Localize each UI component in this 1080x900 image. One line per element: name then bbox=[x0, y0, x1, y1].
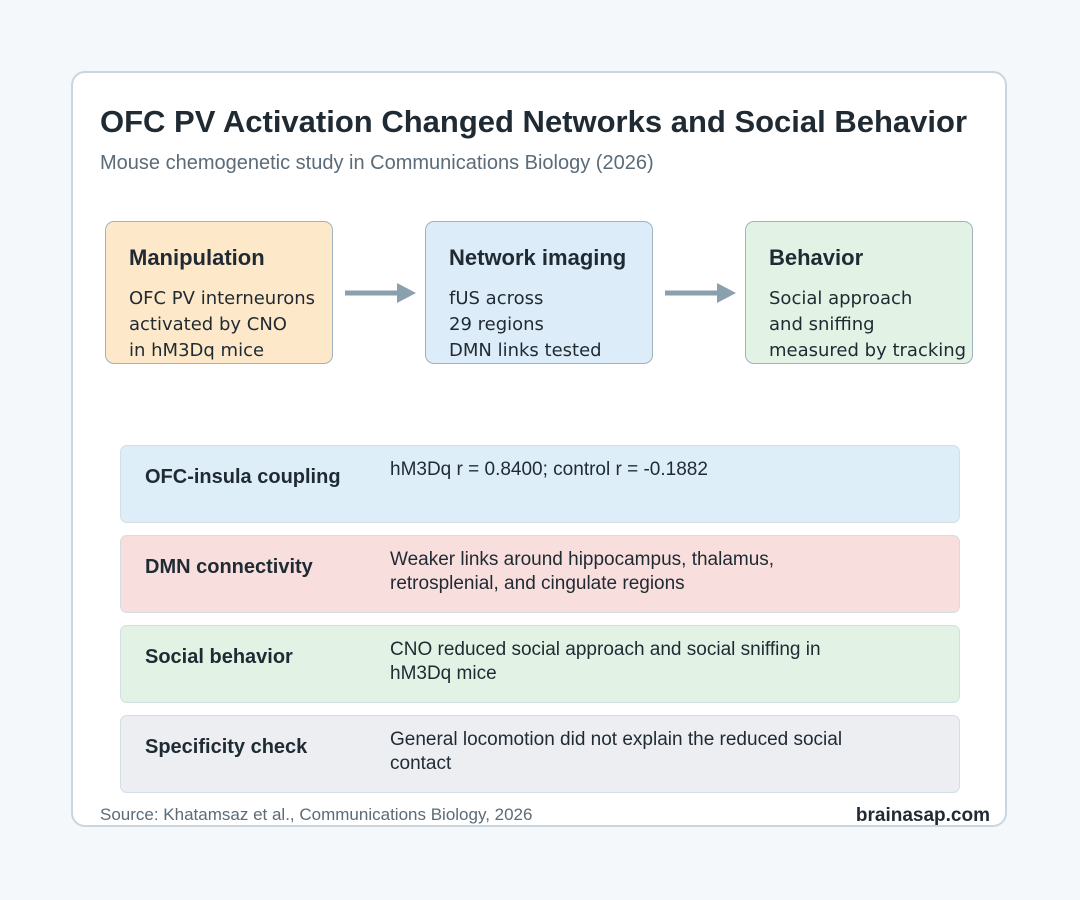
flow-box-body: OFC PV interneurons activated by CNO in … bbox=[129, 286, 315, 364]
finding-text-line: General locomotion did not explain the r… bbox=[390, 729, 843, 750]
flow-box-line: DMN links tested bbox=[449, 340, 602, 361]
flow-box-line: activated by CNO bbox=[129, 314, 287, 335]
source-citation: Source: Khatamsaz et al., Communications… bbox=[100, 805, 533, 824]
finding-text-line: Weaker links around hippocampus, thalamu… bbox=[390, 549, 775, 570]
flow-box-manipulation: Manipulation OFC PV interneurons activat… bbox=[105, 221, 333, 364]
finding-row-ofc-insula-coupling: OFC-insula coupling hM3Dq r = 0.8400; co… bbox=[120, 445, 960, 523]
finding-label: Social behavior bbox=[145, 646, 293, 668]
flow-box-line: measured by tracking bbox=[769, 340, 967, 361]
flow-arrow bbox=[345, 283, 416, 303]
finding-row-social-behavior: Social behavior CNO reduced social appro… bbox=[120, 625, 960, 703]
flow-box-title: Behavior bbox=[769, 245, 864, 270]
finding-text-line: retrosplenial, and cingulate regions bbox=[390, 573, 685, 594]
flow-box-line: Social approach bbox=[769, 288, 913, 309]
figure-title: OFC PV Activation Changed Networks and S… bbox=[100, 104, 968, 139]
flow-box-line: 29 regions bbox=[449, 314, 544, 335]
flow-box-line: fUS across bbox=[449, 288, 544, 309]
finding-text: CNO reduced social approach and social s… bbox=[390, 638, 910, 686]
flow-box-title: Manipulation bbox=[129, 245, 265, 270]
finding-text-line: hM3Dq mice bbox=[390, 663, 497, 684]
finding-label: DMN connectivity bbox=[145, 556, 313, 578]
flow-box-title: Network imaging bbox=[449, 245, 627, 270]
flow-box-body: Social approach and sniffing measured by… bbox=[769, 286, 966, 364]
flow-box-body: fUS across 29 regions DMN links tested bbox=[449, 286, 602, 364]
finding-text-line: contact bbox=[390, 753, 452, 774]
finding-label: Specificity check bbox=[145, 736, 308, 758]
figure-subtitle: Mouse chemogenetic study in Communicatio… bbox=[100, 152, 654, 174]
flow-box-network-imaging: Network imaging fUS across 29 regions DM… bbox=[425, 221, 653, 364]
flow-arrow bbox=[665, 283, 736, 303]
finding-text-line: hM3Dq r = 0.8400; control r = -0.1882 bbox=[390, 459, 708, 480]
brand-logo-text: brainasap.com bbox=[855, 805, 990, 826]
flow-box-line: in hM3Dq mice bbox=[129, 340, 265, 361]
flow-box-line: and sniffing bbox=[769, 314, 875, 335]
flow-box-behavior: Behavior Social approach and sniffing me… bbox=[745, 221, 973, 364]
flow-box-line: OFC PV interneurons bbox=[129, 288, 316, 309]
finding-row-dmn-connectivity: DMN connectivity Weaker links around hip… bbox=[120, 535, 960, 613]
finding-text: General locomotion did not explain the r… bbox=[390, 728, 910, 776]
finding-label: OFC-insula coupling bbox=[145, 466, 341, 488]
finding-text: Weaker links around hippocampus, thalamu… bbox=[390, 548, 910, 596]
finding-text: hM3Dq r = 0.8400; control r = -0.1882 bbox=[390, 458, 910, 482]
finding-row-specificity-check: Specificity check General locomotion did… bbox=[120, 715, 960, 793]
finding-text-line: CNO reduced social approach and social s… bbox=[390, 639, 821, 660]
